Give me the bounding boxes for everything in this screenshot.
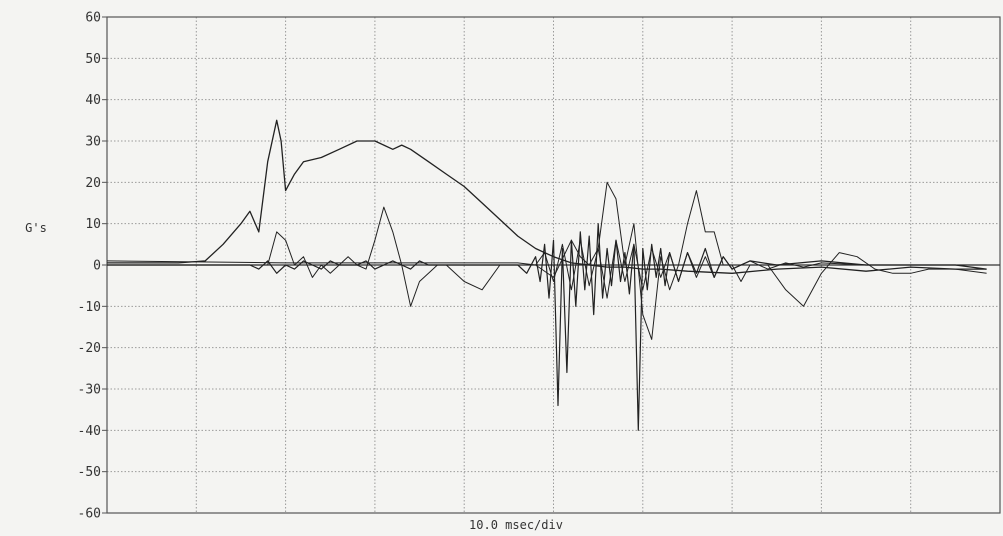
series-line-2 [107, 181, 987, 340]
y-tick-label: -10 [78, 300, 101, 315]
series-line-1 [107, 119, 987, 274]
y-tick-labels: 60 50 40 30 20 10 0 -10 -20 -30 -40 -50 -60 [78, 11, 107, 522]
y-tick-label: 60 [85, 11, 101, 26]
series-line-4 [106, 239, 987, 299]
y-tick-label: 0 [93, 259, 101, 274]
grid [107, 17, 1000, 513]
x-axis-label: 10.0 msec/div [469, 518, 563, 532]
y-tick-label: 50 [85, 52, 101, 67]
y-tick-label: 20 [85, 176, 101, 191]
y-tick-label: -60 [78, 507, 101, 522]
y-tick-label: -30 [78, 383, 101, 398]
y-axis-label: G's [25, 221, 47, 235]
y-tick-label: -20 [78, 341, 101, 356]
y-tick-label: -40 [78, 424, 101, 439]
y-tick-label: 30 [85, 135, 101, 150]
y-tick-label: -50 [78, 465, 101, 480]
y-tick-label: 10 [85, 217, 101, 232]
series-group [106, 119, 987, 431]
y-tick-label: 40 [85, 93, 101, 108]
